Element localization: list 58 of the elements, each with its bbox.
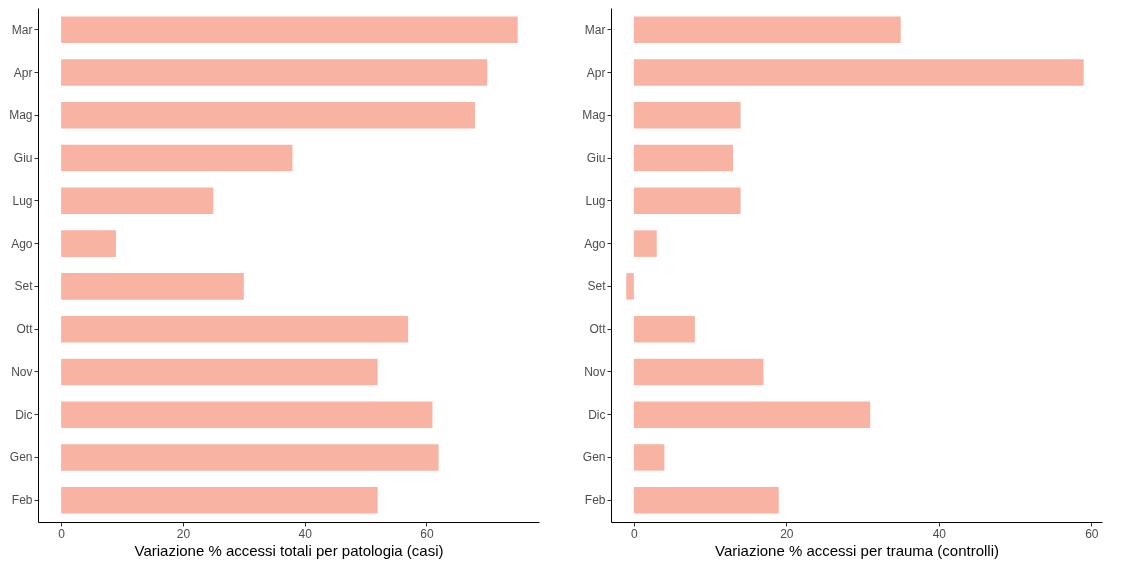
x-tick-label: 40 — [298, 526, 313, 541]
bar — [633, 230, 657, 257]
y-tick-label: Gen — [582, 450, 606, 465]
bar — [61, 187, 214, 215]
x-tick-label: 60 — [1085, 526, 1099, 541]
bar — [61, 401, 433, 428]
y-tick-label: Ott — [589, 322, 607, 337]
x-tick-label: 20 — [176, 526, 191, 541]
y-tick-label: Gen — [9, 450, 33, 465]
y-tick-label: Mag — [9, 108, 33, 123]
bar — [633, 16, 901, 44]
bar — [626, 273, 634, 300]
y-tick-label: Apr — [586, 65, 606, 80]
y-tick-label: Giu — [586, 151, 606, 166]
y-tick-label: Dic — [588, 407, 606, 422]
bar — [633, 486, 779, 514]
y-tick-label: Feb — [584, 493, 606, 508]
y-tick-label: Giu — [13, 151, 33, 166]
y-tick-label: Apr — [13, 65, 33, 80]
x-tick-label: 40 — [932, 526, 947, 541]
x-tick-label: 20 — [780, 526, 794, 541]
x-tick-label: 60 — [420, 526, 434, 541]
x-axis-title: Variazione % accessi per trauma (controlli) — [715, 541, 999, 559]
y-tick-label: Ott — [16, 322, 34, 337]
bar — [61, 144, 293, 172]
y-tick-label: Mar — [584, 22, 606, 37]
y-tick-label: Set — [14, 279, 34, 294]
bar — [633, 102, 741, 129]
bar — [633, 59, 1084, 86]
y-tick-label: Lug — [585, 193, 606, 208]
x-tick-label: 0 — [631, 526, 639, 541]
y-tick-label: Mag — [582, 108, 606, 123]
y-tick-label: Mar — [11, 22, 33, 37]
bar — [61, 102, 476, 129]
bar — [633, 401, 871, 428]
bar — [633, 315, 695, 343]
bar — [61, 230, 116, 257]
bar — [61, 444, 439, 471]
bar — [633, 187, 741, 215]
bar — [61, 486, 378, 514]
x-axis-title: Variazione % accessi totali per patologia (casi) — [134, 541, 444, 559]
x-tick-label: 0 — [58, 526, 66, 541]
bar — [633, 444, 665, 471]
y-tick-label: Nov — [11, 364, 33, 379]
bar — [61, 16, 518, 44]
y-tick-label: Ago — [584, 236, 606, 251]
y-tick-label: Set — [587, 279, 607, 294]
y-tick-label: Dic — [15, 407, 33, 422]
y-tick-label: Nov — [584, 364, 606, 379]
y-tick-label: Feb — [11, 493, 33, 508]
y-tick-label: Ago — [11, 236, 33, 251]
bar — [61, 59, 488, 86]
bar — [61, 358, 378, 386]
y-tick-label: Lug — [12, 193, 33, 208]
bar — [633, 144, 733, 172]
bar — [633, 358, 764, 386]
bar — [61, 315, 409, 343]
bar — [61, 273, 244, 300]
